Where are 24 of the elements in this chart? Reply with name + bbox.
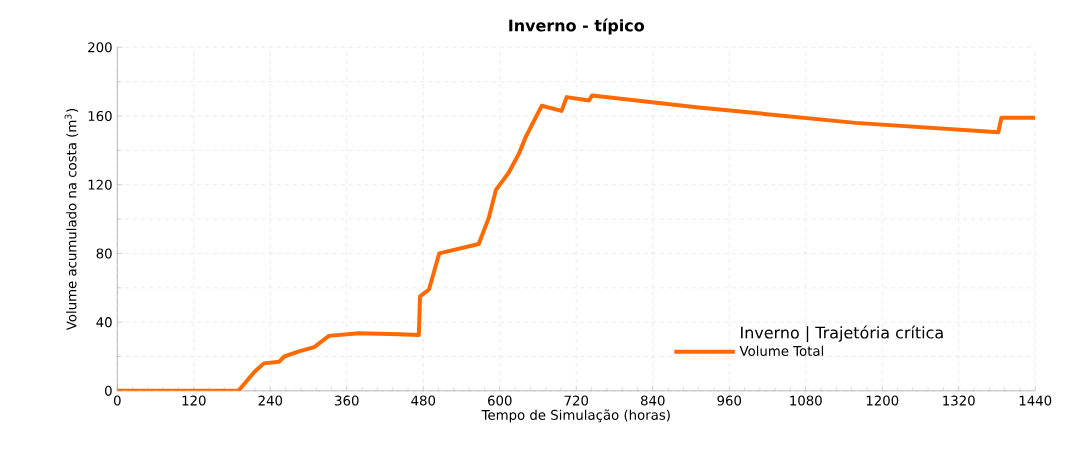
x-tick-label: 600	[488, 395, 512, 406]
x-tick-label: 1440	[1019, 395, 1052, 406]
x-tick-label: 0	[113, 395, 121, 406]
y-tick-label: 40	[96, 317, 112, 328]
x-tick-label: 120	[182, 395, 206, 406]
x-tick-label: 1080	[790, 395, 822, 406]
y-tick-label: 120	[88, 179, 112, 190]
y-axis-title: Volume acumulado na costa (m$^{3}$)	[64, 109, 79, 331]
x-tick-label: 720	[564, 395, 589, 406]
y-tick-label: 80	[96, 248, 112, 259]
chart-title: Inverno - típico	[509, 18, 645, 35]
y-tick-label: 200	[88, 42, 112, 53]
x-tick-label: 240	[258, 395, 283, 406]
x-tick-label: 360	[335, 395, 359, 406]
y-tick-label: 160	[88, 111, 112, 122]
x-tick-label: 1200	[866, 395, 899, 406]
legend-title: Inverno | Trajetória crítica	[741, 325, 943, 343]
legend-label: Volume Total	[739, 345, 824, 357]
x-tick-label: 840	[640, 395, 665, 406]
x-axis-title: Tempo de Simulação (horas)	[481, 409, 670, 423]
x-tick-label: 480	[411, 395, 436, 406]
x-tick-label: 960	[717, 395, 742, 406]
y-tick-label: 0	[105, 385, 112, 396]
x-tick-label: 1320	[943, 395, 975, 406]
